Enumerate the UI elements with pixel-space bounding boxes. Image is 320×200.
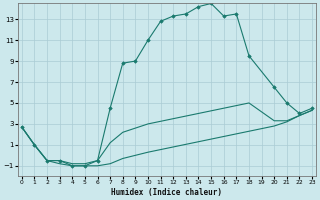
X-axis label: Humidex (Indice chaleur): Humidex (Indice chaleur) xyxy=(111,188,222,197)
